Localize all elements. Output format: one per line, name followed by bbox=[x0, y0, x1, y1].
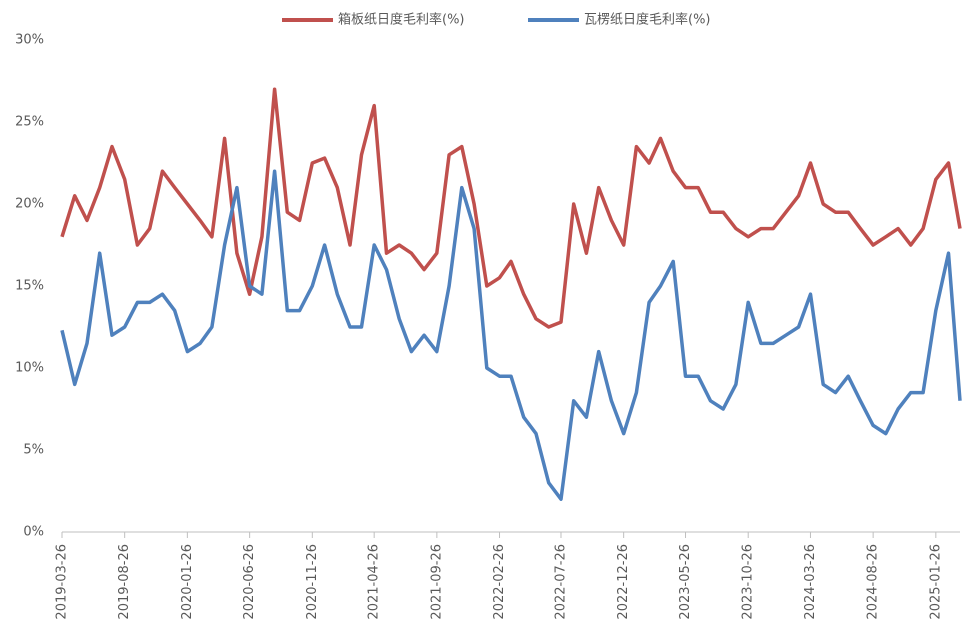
x-tick-label: 2023-10-26 bbox=[741, 544, 756, 620]
x-tick-label: 2020-06-26 bbox=[242, 544, 257, 620]
y-tick-label: 20% bbox=[15, 197, 44, 212]
x-tick-label: 2021-04-26 bbox=[367, 544, 382, 620]
x-tick-label: 2023-05-26 bbox=[678, 544, 693, 620]
y-tick-label: 10% bbox=[15, 361, 44, 376]
y-tick-label: 0% bbox=[23, 525, 44, 540]
x-tick-label: 2022-02-26 bbox=[492, 544, 507, 620]
series-line bbox=[60, 169, 962, 501]
legend-label: 瓦楞纸日度毛利率(%) bbox=[584, 12, 711, 28]
x-tick-label: 2021-09-26 bbox=[429, 544, 444, 620]
y-tick-label: 5% bbox=[23, 443, 44, 458]
series-line bbox=[60, 87, 962, 329]
x-tick-label: 2025-01-26 bbox=[928, 544, 943, 620]
x-tick-label: 2024-03-26 bbox=[803, 544, 818, 620]
legend-label: 箱板纸日度毛利率(%) bbox=[338, 12, 465, 28]
y-tick-label: 30% bbox=[15, 33, 44, 48]
x-tick-label: 2022-12-26 bbox=[616, 544, 631, 620]
x-tick-label: 2024-08-26 bbox=[866, 544, 881, 620]
x-tick-label: 2019-03-26 bbox=[55, 544, 70, 620]
y-tick-label: 15% bbox=[15, 279, 44, 294]
y-tick-label: 25% bbox=[15, 115, 44, 130]
x-tick-label: 2020-11-26 bbox=[305, 544, 320, 620]
x-tick-label: 2022-07-26 bbox=[553, 544, 568, 620]
x-tick-label: 2020-01-26 bbox=[180, 544, 195, 620]
x-tick-label: 2019-08-26 bbox=[117, 544, 132, 620]
